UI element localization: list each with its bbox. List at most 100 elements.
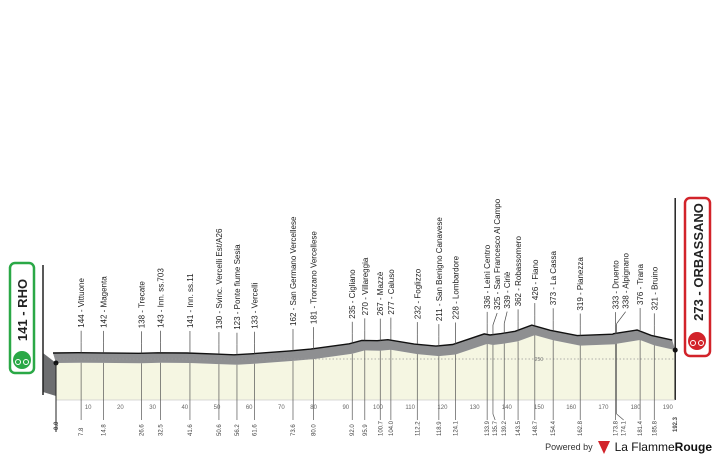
axis-tick-label: 190 bbox=[663, 405, 674, 411]
km-label: 73.6 bbox=[291, 424, 297, 436]
place-label: 130 - Svinc. Vercelli Est/A26 bbox=[215, 228, 224, 329]
axis-tick-label: 150 bbox=[534, 405, 545, 411]
axis-tick-label: 90 bbox=[342, 405, 349, 411]
km-label: 133.9 bbox=[485, 420, 491, 436]
place-label: 143 - Inn. ss.703 bbox=[157, 268, 166, 328]
km-label: 61.6 bbox=[252, 424, 258, 436]
km-label: 118.9 bbox=[437, 421, 443, 436]
axis-tick-label: 100 bbox=[373, 405, 384, 411]
km-label: 148.7 bbox=[533, 420, 539, 436]
axis-tick-label: 130 bbox=[470, 405, 481, 411]
km-label: 139.2 bbox=[502, 420, 508, 436]
place-label: 211 - San Benigno Canavese bbox=[435, 217, 444, 321]
brand-name: La FlammeRouge bbox=[615, 440, 712, 454]
finish-point bbox=[672, 347, 678, 353]
place-label: 181 - Tronzano Vercellese bbox=[310, 231, 319, 324]
axis-tick-label: 180 bbox=[631, 405, 642, 411]
axis-tick-label: 110 bbox=[405, 405, 415, 411]
km-label: 92.0 bbox=[350, 424, 356, 436]
finish-km-label: 192.3 bbox=[673, 416, 679, 432]
start-badge-label: 141 - RHO bbox=[15, 279, 30, 341]
place-label: 319 - Pianezza bbox=[576, 257, 585, 311]
place-leader bbox=[616, 311, 626, 324]
km-label: 135.7 bbox=[493, 420, 499, 436]
place-label: 232 - Foglizzo bbox=[413, 268, 422, 319]
finish-badge bbox=[683, 196, 712, 358]
km-label: 32.5 bbox=[159, 424, 165, 436]
axis-tick-label: 160 bbox=[566, 405, 577, 411]
km-label: 185.8 bbox=[652, 420, 658, 436]
km-label: 7.8 bbox=[79, 427, 85, 436]
axis-tick-label: 70 bbox=[278, 405, 285, 411]
km-label: 100.7 bbox=[378, 420, 384, 436]
km-marker-leader bbox=[492, 413, 496, 421]
finish-cyclist-icon bbox=[688, 332, 706, 350]
finish-badge-label: 273 - ORBASSANO bbox=[691, 203, 706, 321]
place-label: 267 - Mazzè bbox=[376, 271, 385, 316]
axis-tick-label: 120 bbox=[437, 405, 448, 411]
axis-tick-label: 30 bbox=[149, 405, 156, 411]
place-label: 277 - Caluso bbox=[387, 269, 396, 315]
place-label: 426 - Fiano bbox=[531, 259, 540, 300]
axis-tick-label: 40 bbox=[181, 405, 188, 411]
km-label: 50.6 bbox=[217, 424, 223, 436]
place-label: 142 - Magenta bbox=[100, 276, 109, 328]
finish-bike-wheel-icon bbox=[690, 340, 696, 346]
km-marker-leader bbox=[616, 413, 624, 421]
place-label: 339 - Ciriè bbox=[503, 271, 512, 308]
km-label: 14.8 bbox=[102, 424, 108, 436]
place-label: 138 - Trecate bbox=[138, 281, 147, 329]
place-label: 235 - Cigliano bbox=[348, 269, 357, 319]
km-label: 95.9 bbox=[363, 424, 369, 436]
km-label: 173.8 bbox=[614, 420, 620, 436]
place-label: 338 - Alpignano bbox=[622, 253, 631, 309]
place-label: 325 - San Francesco Al Campo bbox=[493, 198, 502, 310]
start-km-label: 0.0 bbox=[54, 421, 60, 430]
profile-top-line bbox=[52, 324, 673, 356]
axis-tick-label: 140 bbox=[502, 405, 513, 411]
place-label: 333 - Druento bbox=[612, 260, 621, 309]
brand-light: La Flamme bbox=[614, 440, 675, 454]
km-label: 174.1 bbox=[622, 420, 628, 436]
km-label: 154.4 bbox=[551, 420, 557, 436]
km-label: 80.0 bbox=[312, 424, 318, 436]
place-label: 336 - Leinì Centro bbox=[483, 244, 492, 309]
axis-tick-label: 50 bbox=[214, 405, 221, 411]
place-label: 123 - Ponte fiume Sesia bbox=[233, 244, 242, 330]
flame-logo-icon bbox=[597, 440, 610, 454]
axis-tick-label: 10 bbox=[85, 405, 92, 411]
profile-side-face bbox=[43, 353, 56, 396]
powered-by: Powered by La FlammeRouge bbox=[545, 440, 712, 454]
place-label: 228 - Lombardore bbox=[452, 255, 461, 319]
start-bike-wheel-icon bbox=[15, 359, 21, 365]
start-cyclist-icon bbox=[13, 351, 31, 369]
place-label: 376 - Trana bbox=[636, 264, 645, 305]
place-label: 373 - La Cassa bbox=[549, 250, 558, 305]
axis-tick-label: 20 bbox=[117, 405, 124, 411]
brand-bold: Rouge bbox=[674, 440, 712, 454]
axis-tick-label: 60 bbox=[246, 405, 253, 411]
km-label: 56.2 bbox=[235, 424, 241, 436]
place-leader bbox=[492, 312, 498, 326]
profile-area bbox=[56, 335, 676, 400]
place-label: 162 - San Germano Vercellese bbox=[289, 216, 298, 326]
start-bike-wheel-icon bbox=[23, 359, 29, 365]
km-label: 104.0 bbox=[389, 420, 395, 436]
powered-by-label: Powered by bbox=[545, 442, 593, 452]
start-badge bbox=[8, 261, 36, 375]
km-label: 162.8 bbox=[578, 420, 584, 436]
place-label: 141 - Inn. ss.11 bbox=[186, 273, 195, 328]
place-label: 270 - Villareggia bbox=[361, 257, 370, 315]
finish-bike-wheel-icon bbox=[698, 340, 704, 346]
place-label: 321 - Bruino bbox=[650, 266, 659, 310]
km-label: 41.6 bbox=[188, 424, 194, 436]
km-label: 143.5 bbox=[516, 420, 522, 436]
place-label: 362 - Robassomero bbox=[514, 236, 523, 307]
km-label: 112.2 bbox=[415, 421, 421, 436]
place-label: 144 - Vittuone bbox=[77, 277, 86, 327]
profile-top-band bbox=[53, 325, 676, 365]
place-label: 133 - Vercelli bbox=[250, 282, 259, 328]
km-label: 181.4 bbox=[638, 420, 644, 436]
reference-line-label: 250 bbox=[535, 357, 544, 363]
